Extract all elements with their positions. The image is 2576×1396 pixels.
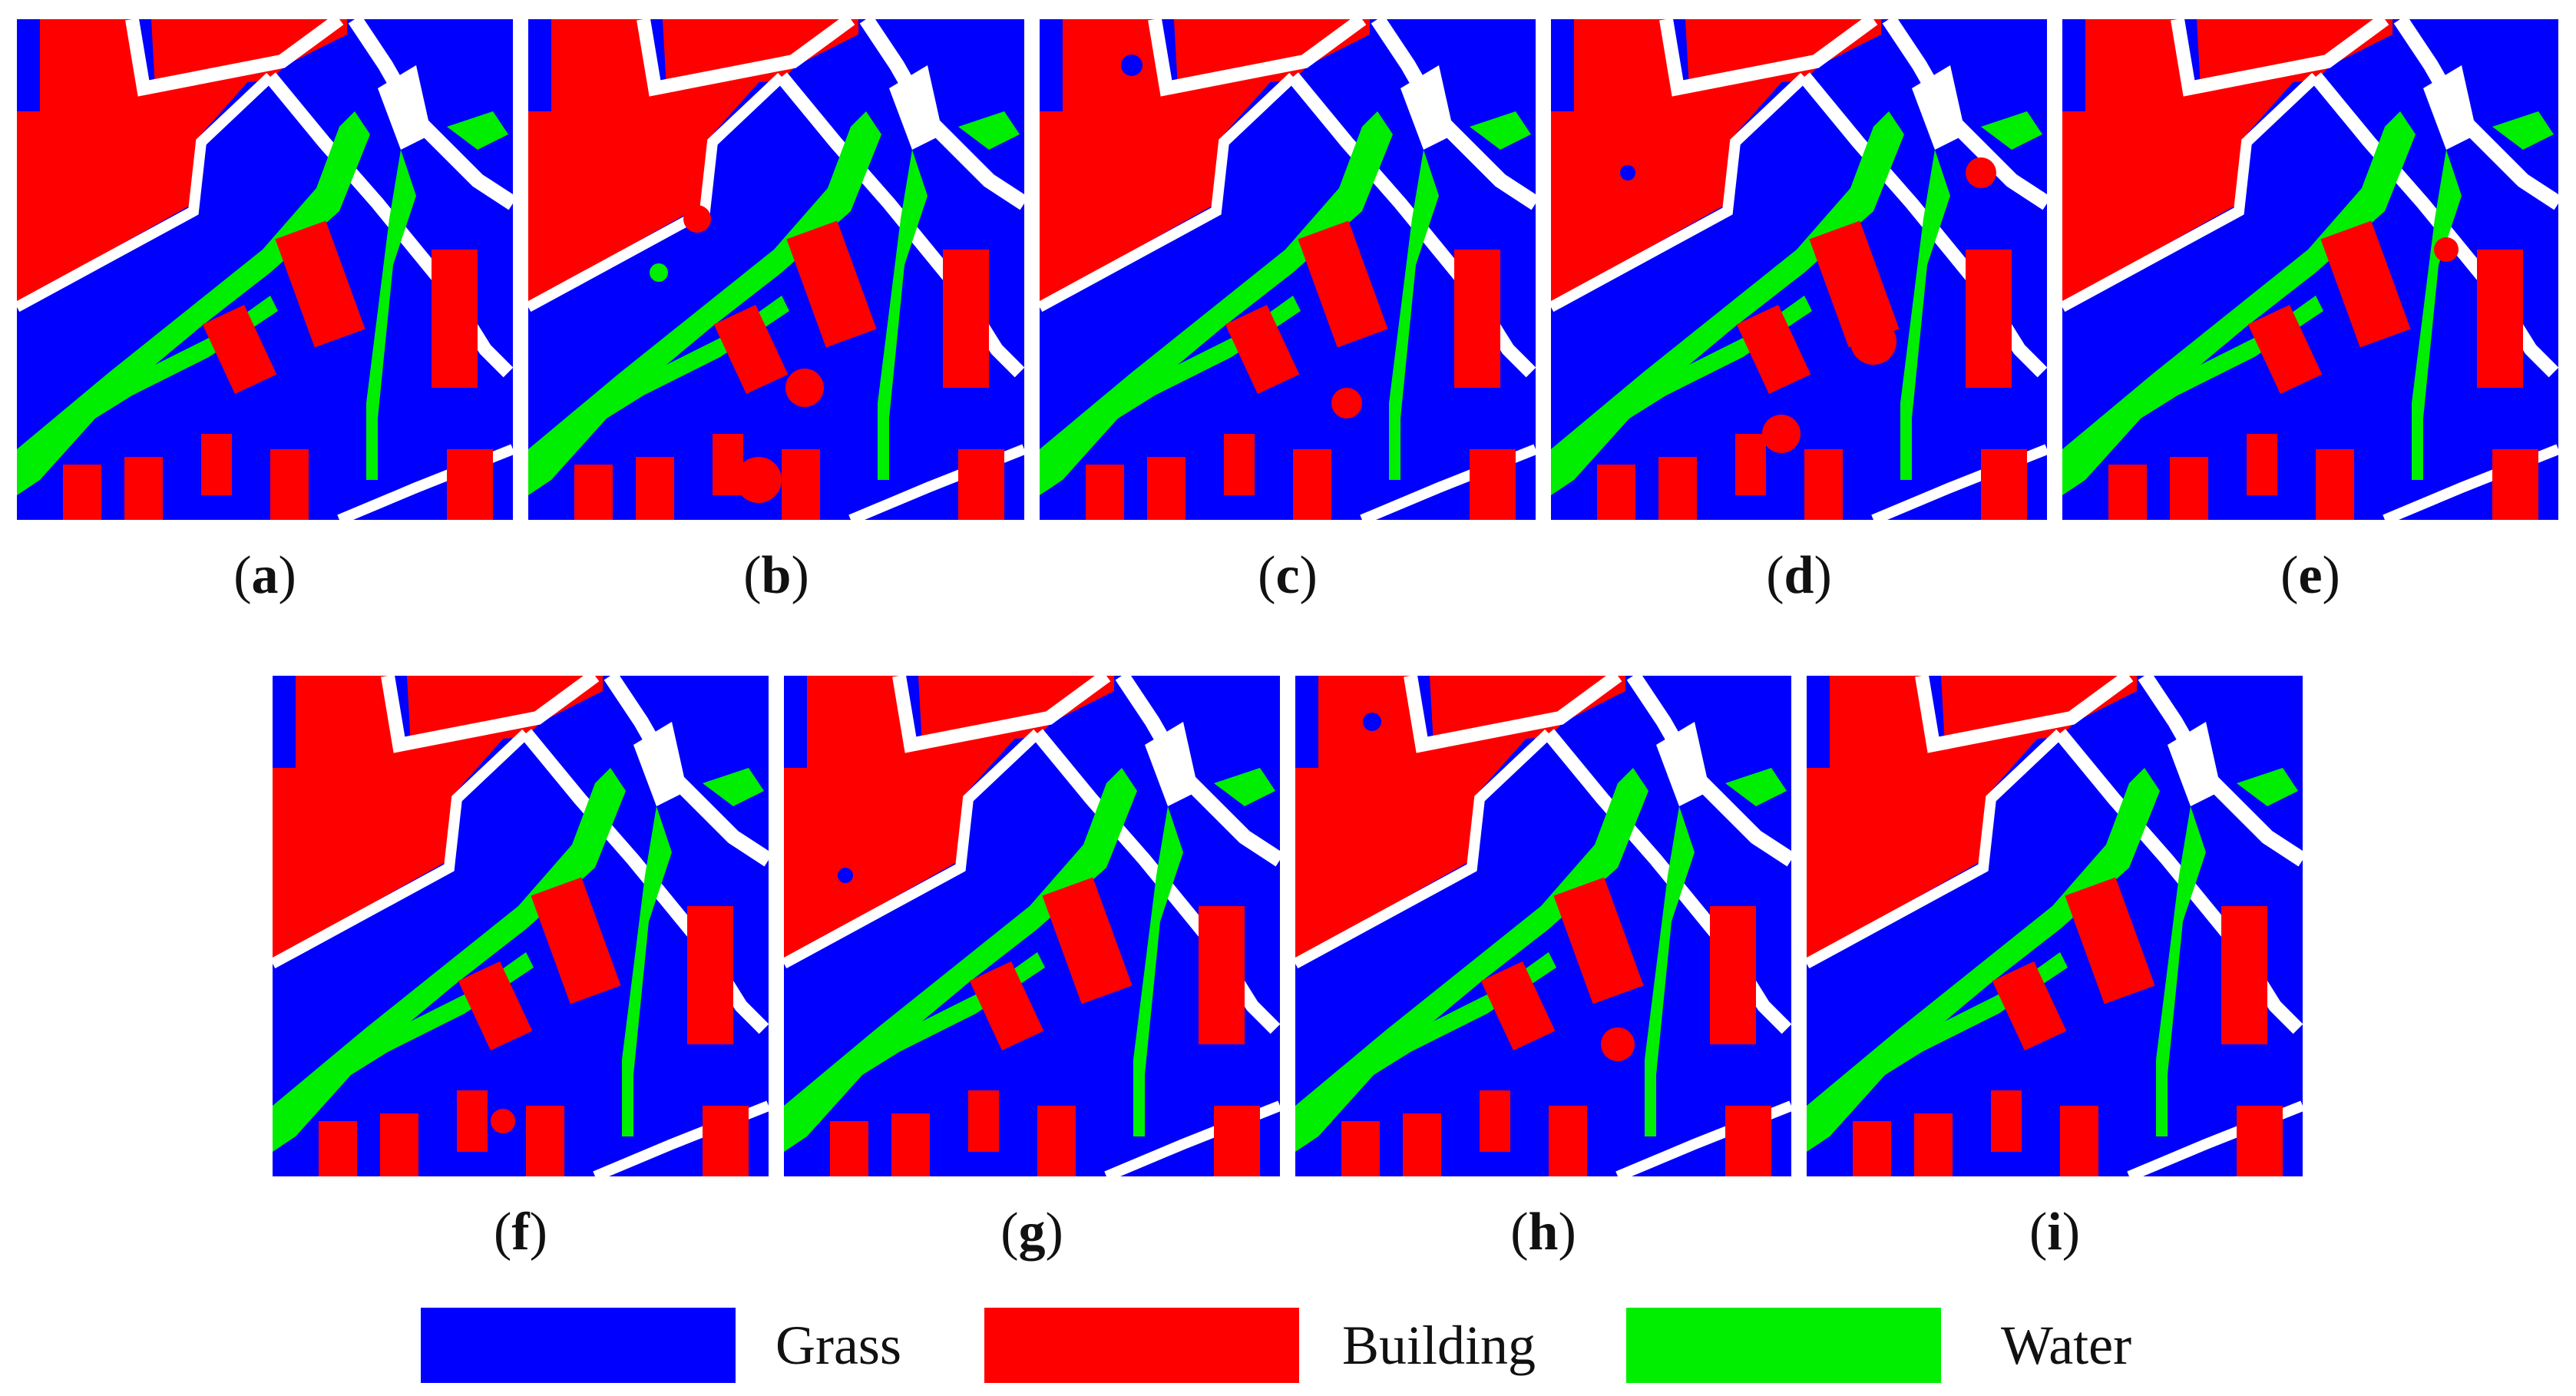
- panel-b: [528, 19, 1024, 520]
- panel-d: [1551, 19, 2047, 520]
- caption-e: (e): [2280, 546, 2340, 605]
- panel-e: [2062, 19, 2558, 520]
- caption-f: (f): [494, 1202, 547, 1262]
- legend-swatch-water: [1626, 1308, 1941, 1383]
- legend-label-water: Water: [2001, 1315, 2132, 1376]
- legend-label-grass: Grass: [775, 1315, 901, 1376]
- panel-g: [784, 676, 1280, 1176]
- caption-h: (h): [1510, 1202, 1576, 1262]
- panel-a: [17, 19, 513, 520]
- panel-f: [273, 676, 769, 1176]
- panel-h: [1295, 676, 1791, 1176]
- caption-b: (b): [743, 546, 809, 605]
- legend-swatch-grass: [421, 1308, 736, 1383]
- caption-i: (i): [2029, 1202, 2081, 1262]
- caption-c: (c): [1258, 546, 1318, 605]
- caption-d: (d): [1766, 546, 1832, 605]
- caption-a: (a): [233, 546, 296, 605]
- panel-i: [1807, 676, 2303, 1176]
- legend-label-building: Building: [1342, 1315, 1536, 1376]
- legend-swatch-building: [984, 1308, 1299, 1383]
- panel-c: [1040, 19, 1536, 520]
- caption-g: (g): [1000, 1202, 1063, 1262]
